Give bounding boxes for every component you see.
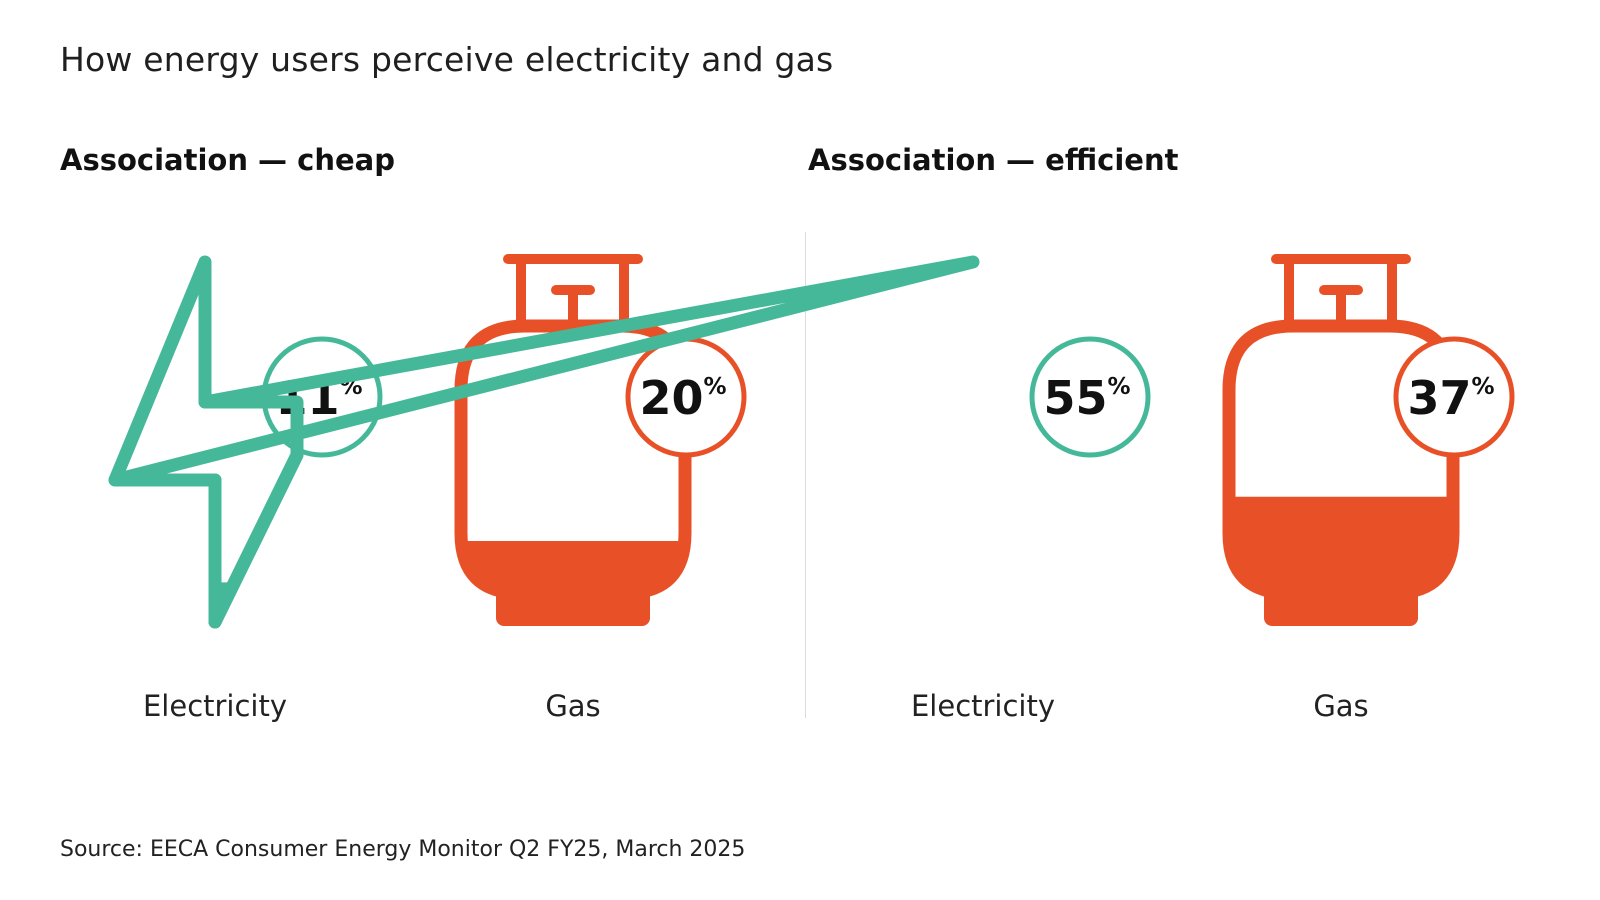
category-label: Gas [1313, 689, 1368, 723]
panel-heading-cheap: Association — cheap [60, 143, 395, 177]
gas-cylinder-handle [503, 254, 643, 326]
gas-cylinder-fill [1229, 496, 1453, 593]
value-unit: % [1107, 374, 1130, 400]
value-number: 20 [639, 371, 703, 425]
value-label: 37% [1407, 371, 1494, 425]
lightning-bolt-icon [108, 255, 980, 629]
panel-divider [805, 232, 806, 718]
value-unit: % [1471, 374, 1494, 400]
source-note: Source: EECA Consumer Energy Monitor Q2 … [60, 837, 746, 862]
value-label: 55% [1043, 371, 1130, 425]
category-label: Electricity [143, 689, 287, 723]
value-number: 55 [1043, 371, 1107, 425]
value-badge-circle [1029, 336, 1151, 458]
category-label: Gas [545, 689, 600, 723]
gas-cylinder-fill [461, 541, 685, 593]
panel-1: 55% Electricity 37% Gas [108, 254, 1515, 723]
gas-cylinder-outline [454, 319, 692, 600]
value-label: 20% [639, 371, 726, 425]
value-badge-circle [1393, 336, 1515, 458]
gas-cylinder-handle [1271, 254, 1411, 326]
value-number: 37 [1407, 371, 1471, 425]
panel-heading-efficient: Association — efficient [808, 143, 1179, 177]
value-unit: % [703, 374, 726, 400]
value-badge: 37% [1393, 336, 1515, 458]
lightning-bolt-outline [108, 255, 980, 629]
category-label: Electricity [911, 689, 1055, 723]
value-badge: 55% [1029, 336, 1151, 458]
value-badge: 20% [625, 336, 747, 458]
page-title: How energy users perceive electricity an… [60, 40, 834, 79]
gas-cylinder-outline [1222, 319, 1460, 600]
